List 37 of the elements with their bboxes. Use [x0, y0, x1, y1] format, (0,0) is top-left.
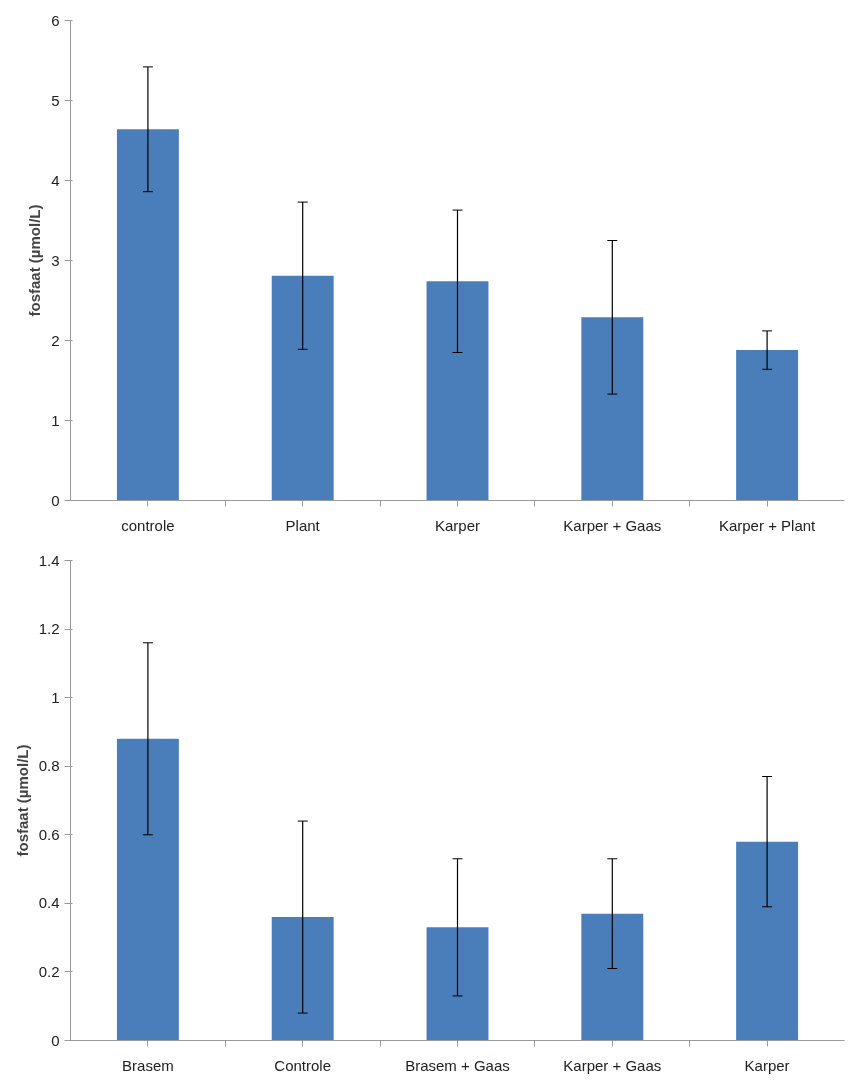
y-tick-label: 1.2	[38, 620, 60, 638]
bar	[116, 129, 179, 501]
y-tick-label: 0	[51, 1031, 60, 1049]
x-tick-label: Karper + Plant	[718, 516, 817, 534]
y-tick-label: 1	[51, 411, 60, 429]
bar	[271, 275, 334, 501]
y-tick-label: 0.4	[38, 894, 60, 912]
y-tick-label: 2	[51, 331, 60, 349]
x-tick-label: Brasem	[122, 1056, 174, 1074]
y-tick-label: 0.2	[38, 962, 60, 980]
y-axis-title: fosfaat (µmol/L)	[26, 204, 44, 317]
y-axis-title: fosfaat (µmol/L)	[13, 744, 31, 857]
bar	[426, 281, 489, 501]
bar	[736, 841, 799, 1041]
y-tick-label: 0.6	[38, 825, 60, 843]
x-tick-label: Karper + Gaas	[563, 1056, 662, 1074]
y-tick-label: 1	[51, 688, 60, 706]
bar	[426, 927, 489, 1041]
y-tick-label: 0	[51, 491, 60, 509]
x-tick-label: Karper	[434, 516, 481, 534]
bar	[271, 917, 334, 1041]
x-tick-label: Karper	[744, 1056, 790, 1074]
bar	[736, 350, 799, 501]
x-tick-label: Brasem + Gaas	[405, 1056, 510, 1074]
bar	[581, 317, 644, 501]
y-tick-label: 6	[51, 11, 60, 29]
bar	[581, 913, 644, 1041]
bar	[116, 738, 179, 1041]
x-tick-label: Karper + Gaas	[563, 516, 662, 534]
y-tick-label: 3	[51, 251, 60, 269]
x-tick-label: Controle	[274, 1056, 332, 1074]
y-tick-label: 4	[51, 171, 60, 189]
y-tick-label: 5	[51, 91, 60, 109]
x-tick-label: controle	[121, 516, 175, 534]
y-tick-label: 0.8	[38, 757, 60, 775]
y-tick-label: 1.4	[38, 551, 60, 569]
x-tick-label: Plant	[285, 516, 321, 534]
